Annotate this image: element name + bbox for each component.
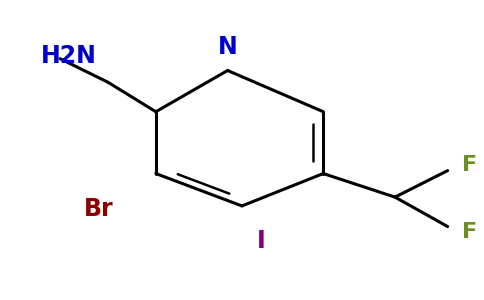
Text: N: N — [218, 35, 238, 59]
Text: H2N: H2N — [41, 44, 97, 68]
Text: F: F — [462, 222, 477, 242]
Text: Br: Br — [84, 197, 113, 221]
Text: I: I — [257, 229, 265, 253]
Text: F: F — [462, 155, 477, 175]
